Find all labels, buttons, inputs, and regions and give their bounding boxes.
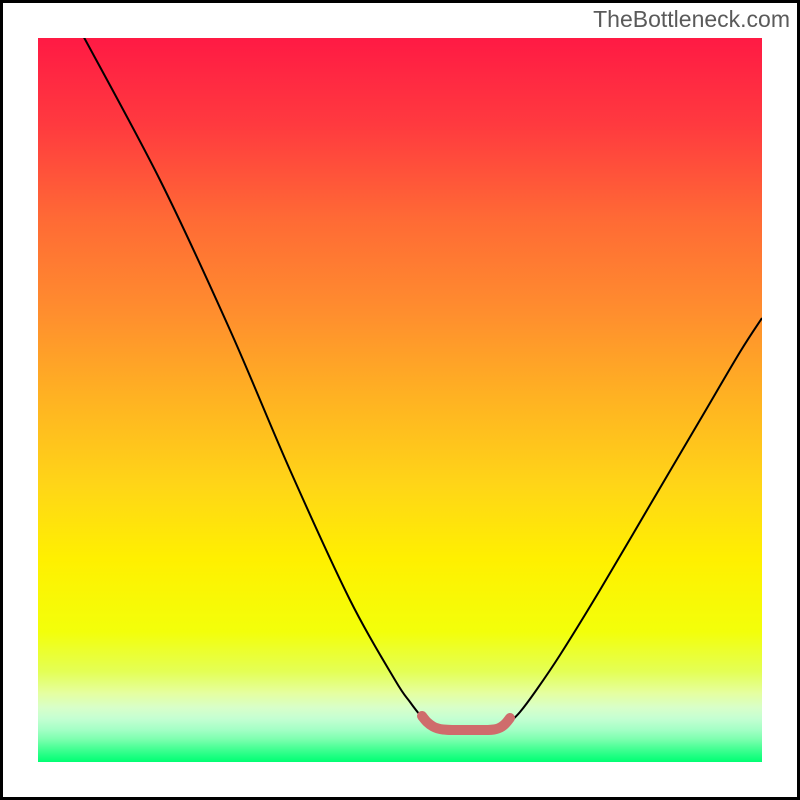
watermark-label: TheBottleneck.com xyxy=(593,6,790,33)
plot-area xyxy=(38,38,762,762)
curve-layer xyxy=(38,38,762,762)
bottleneck-curve xyxy=(80,38,762,730)
optimal-zone-highlight xyxy=(422,716,510,730)
chart-container: TheBottleneck.com xyxy=(0,0,800,800)
